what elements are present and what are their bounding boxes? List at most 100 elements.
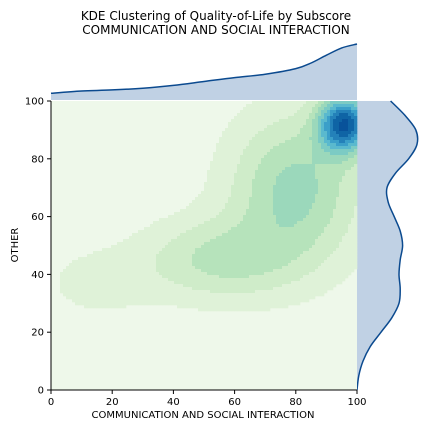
- density-cell: [267, 212, 270, 215]
- density-cell: [348, 155, 351, 158]
- density-cell: [267, 290, 270, 293]
- density-cell: [207, 194, 210, 197]
- density-cell: [219, 185, 222, 188]
- density-cell: [300, 176, 303, 179]
- density-cell: [111, 302, 114, 305]
- density-cell: [192, 254, 195, 257]
- density-cell: [111, 248, 114, 251]
- density-cell: [231, 191, 234, 194]
- density-cell: [129, 251, 132, 254]
- density-cell: [330, 203, 333, 206]
- density-cell: [150, 251, 153, 254]
- density-cell: [234, 242, 237, 245]
- density-cell: [270, 284, 273, 287]
- density-cell: [249, 248, 252, 251]
- density-cell: [315, 101, 318, 104]
- density-cell: [315, 266, 318, 269]
- density-cell: [279, 170, 282, 173]
- density-cell: [339, 125, 342, 128]
- density-cell: [198, 308, 201, 311]
- density-cell: [312, 152, 315, 155]
- density-cell: [225, 179, 228, 182]
- density-cell: [174, 239, 177, 242]
- density-cell: [228, 197, 231, 200]
- density-cell: [318, 233, 321, 236]
- density-cell: [294, 182, 297, 185]
- density-cell: [240, 236, 243, 239]
- density-cell: [231, 293, 234, 296]
- density-cell: [165, 263, 168, 266]
- density-cell: [315, 293, 318, 296]
- density-cell: [186, 263, 189, 266]
- density-cell: [123, 251, 126, 254]
- density-cell: [243, 239, 246, 242]
- density-cell: [195, 215, 198, 218]
- density-cell: [303, 254, 306, 257]
- density-cell: [210, 293, 213, 296]
- density-cell: [75, 269, 78, 272]
- density-cell: [273, 173, 276, 176]
- density-cell: [204, 263, 207, 266]
- density-cell: [186, 260, 189, 263]
- density-cell: [237, 167, 240, 170]
- density-cell: [249, 218, 252, 221]
- density-cell: [258, 284, 261, 287]
- density-cell: [192, 299, 195, 302]
- density-cell: [189, 209, 192, 212]
- density-cell: [345, 269, 348, 272]
- density-cell: [297, 185, 300, 188]
- density-cell: [219, 164, 222, 167]
- density-cell: [219, 263, 222, 266]
- density-cell: [264, 281, 267, 284]
- density-cell: [297, 272, 300, 275]
- density-cell: [330, 149, 333, 152]
- density-cell: [219, 188, 222, 191]
- density-cell: [276, 161, 279, 164]
- density-cell: [171, 260, 174, 263]
- density-cell: [195, 239, 198, 242]
- density-cell: [231, 245, 234, 248]
- density-cell: [141, 284, 144, 287]
- density-cell: [150, 230, 153, 233]
- density-cell: [207, 212, 210, 215]
- density-cell: [342, 164, 345, 167]
- density-cell: [348, 191, 351, 194]
- density-cell: [69, 269, 72, 272]
- density-cell: [129, 239, 132, 242]
- density-cell: [213, 194, 216, 197]
- density-cell: [255, 200, 258, 203]
- density-cell: [168, 287, 171, 290]
- density-cell: [204, 299, 207, 302]
- density-cell: [324, 239, 327, 242]
- density-cell: [252, 242, 255, 245]
- density-cell: [303, 236, 306, 239]
- density-cell: [126, 245, 129, 248]
- density-cell: [300, 110, 303, 113]
- density-cell: [210, 215, 213, 218]
- density-cell: [219, 275, 222, 278]
- density-cell: [267, 140, 270, 143]
- density-cell: [258, 155, 261, 158]
- density-cell: [210, 281, 213, 284]
- density-cell: [222, 260, 225, 263]
- density-cell: [267, 167, 270, 170]
- density-cell: [276, 134, 279, 137]
- density-cell: [195, 200, 198, 203]
- density-cell: [216, 221, 219, 224]
- density-cell: [207, 302, 210, 305]
- density-cell: [192, 284, 195, 287]
- density-cell: [84, 305, 87, 308]
- density-cell: [147, 287, 150, 290]
- density-cell: [267, 251, 270, 254]
- density-cell: [180, 215, 183, 218]
- density-cell: [282, 104, 285, 107]
- density-cell: [264, 134, 267, 137]
- density-cell: [324, 143, 327, 146]
- density-cell: [93, 281, 96, 284]
- density-cell: [312, 119, 315, 122]
- density-cell: [264, 227, 267, 230]
- density-cell: [333, 260, 336, 263]
- density-cell: [288, 227, 291, 230]
- density-cell: [333, 101, 336, 104]
- density-cell: [90, 281, 93, 284]
